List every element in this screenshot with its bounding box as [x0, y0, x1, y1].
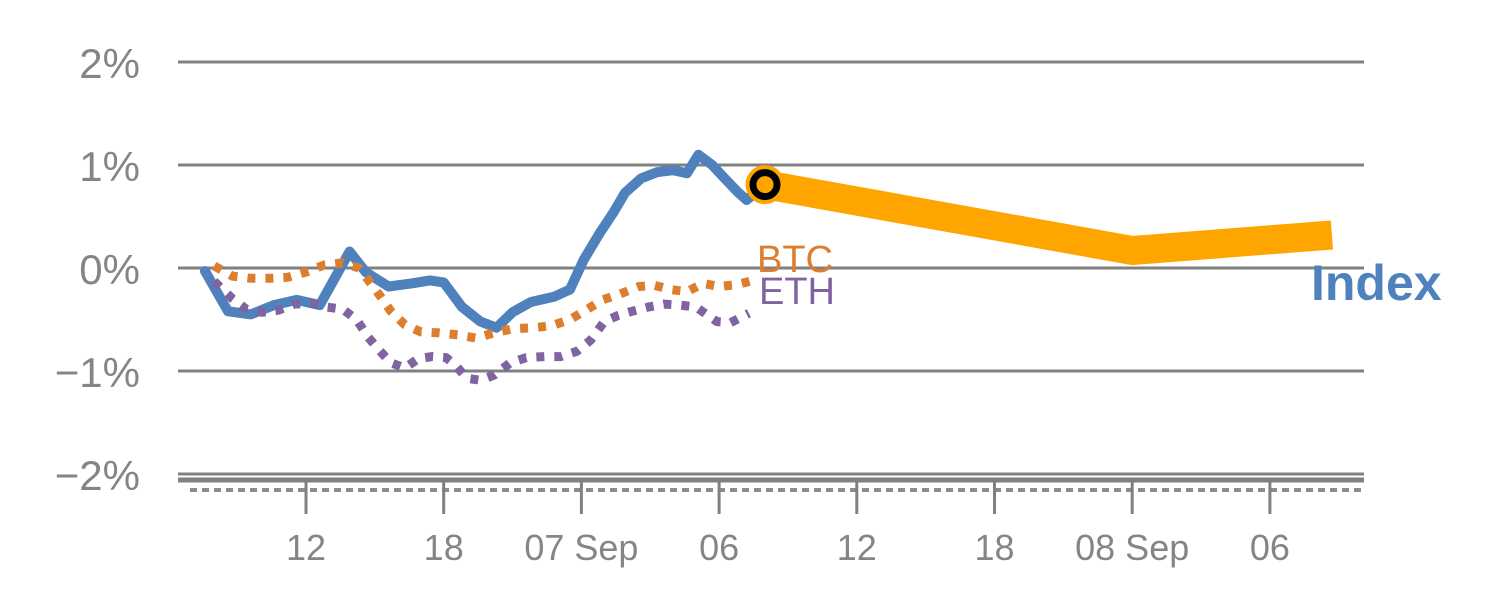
series-line-eth	[211, 278, 751, 385]
series-label-btc: BTC	[757, 239, 833, 281]
x-axis-label: 07 Sep	[524, 527, 638, 568]
y-axis-label: 0%	[79, 246, 140, 293]
x-axis-label: 06	[1250, 527, 1290, 568]
y-axis-label: −2%	[55, 452, 140, 499]
series-line-index-forecast	[762, 170, 1334, 265]
series-label-index: Index	[1311, 255, 1442, 311]
series-line-index	[200, 149, 770, 333]
y-axis-label: 1%	[79, 143, 140, 190]
x-axis-label: 08 Sep	[1075, 527, 1189, 568]
x-axis-label: 12	[286, 527, 326, 568]
series-label-eth: ETH	[759, 271, 835, 313]
y-axis-label: −1%	[55, 349, 140, 396]
x-axis-label: 06	[699, 527, 739, 568]
y-axis-label: 2%	[79, 40, 140, 87]
x-axis-label: 18	[974, 527, 1014, 568]
series-line-btc	[212, 258, 755, 343]
x-axis-label: 18	[424, 527, 464, 568]
x-axis-label: 12	[837, 527, 877, 568]
current-value-marker-ring	[749, 169, 781, 201]
